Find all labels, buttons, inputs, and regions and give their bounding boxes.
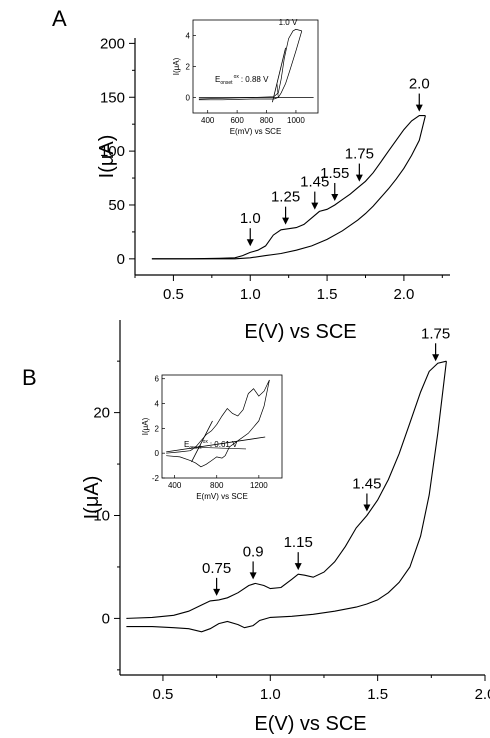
peak-arrow-head (331, 193, 339, 201)
onset-sub: onset (189, 445, 202, 451)
inset-x-axis-title: E(mV) vs SCE (196, 492, 248, 501)
peak-arrow-head (246, 239, 254, 247)
peak-label: 1.75 (421, 325, 450, 342)
inset-y-tick-label: 6 (155, 375, 160, 384)
onset-e: E (215, 75, 220, 84)
panel-label: A (52, 6, 67, 31)
inset-x-axis-title: E(mV) vs SCE (230, 127, 282, 136)
y-tick-label: 0 (102, 610, 110, 627)
peak-arrow-head (415, 104, 423, 112)
x-tick-label: 0.5 (153, 686, 174, 703)
inset-y-tick-label: 4 (155, 400, 160, 409)
inset-x-tick-label: 1000 (287, 116, 305, 125)
series-line-2 (126, 361, 447, 633)
onset-e: E (184, 440, 189, 449)
peak-arrow-head (282, 217, 290, 225)
panel-a: A 0.5 1.0 1.5 2.0 0 50 100 150 200 E(V) vs SCE I(μA… (52, 6, 450, 343)
y-tick-label: 20 (93, 405, 110, 422)
inset-x-tick-label: 600 (230, 116, 244, 125)
x-tick-label: 2.0 (393, 286, 414, 303)
x-tick-label: 2.0 (475, 686, 490, 703)
y-tick-label: 0 (117, 251, 125, 268)
peak-arrow-head (294, 563, 302, 571)
inset-y-tick-label: 0 (155, 449, 160, 458)
peak-arrow-head (213, 588, 221, 596)
peak-label: 1.75 (345, 146, 374, 163)
peak-label: 1.45 (352, 476, 381, 493)
y-tick-label: 50 (108, 197, 125, 214)
onset-leader (196, 447, 247, 450)
inset-y-tick-label: 4 (186, 32, 191, 41)
peak-arrow-head (355, 174, 363, 182)
inset-x-tick-label: 400 (201, 116, 215, 125)
peak-arrow-head (311, 202, 319, 210)
x-tick-label: 1.0 (240, 286, 261, 303)
peak-label: 0.9 (243, 543, 264, 560)
peak-label: 1.25 (271, 189, 300, 206)
inset-y-tick-label: 0 (186, 94, 191, 103)
onset-sup: ox (234, 74, 240, 80)
inset-frame (161, 374, 283, 479)
x-tick-label: 1.0 (260, 686, 281, 703)
inset-x-tick-label: 800 (210, 481, 224, 490)
onset-sub: onset (220, 80, 233, 86)
inset-tangent (191, 420, 213, 463)
series-line-1 (151, 115, 426, 260)
inset-tangent (272, 47, 286, 103)
inset-onset-label: Eonsetox: 0.61 V (184, 439, 238, 451)
panel-b: B0.51.01.52.001020E(V) vs SCEI(μA)0.750.… (22, 320, 490, 735)
onset-leader (276, 83, 279, 98)
inset-x-tick-label: 1200 (250, 481, 268, 490)
peak-label: 1.45 (300, 174, 329, 191)
peak-label: 1.0 (240, 210, 261, 227)
onset-value: : 0.88 V (241, 75, 269, 84)
x-tick-label: 0.5 (163, 286, 184, 303)
onset-sup: ox (203, 439, 209, 445)
inset-x-tick-label: 800 (260, 116, 274, 125)
inset-y-axis-title: I(μA) (141, 417, 150, 435)
peak-arrow-head (432, 354, 440, 362)
x-tick-label: 1.5 (317, 286, 338, 303)
series-line-1 (126, 360, 447, 619)
peak-label: 2.0 (409, 76, 430, 93)
x-axis-title: E(V) vs SCE (244, 321, 356, 343)
inset-curve-reverse (166, 379, 270, 468)
inset-onset-label: Eonsetox: 0.88 V (215, 74, 269, 86)
inset-y-tick-label: 2 (186, 63, 191, 72)
inset-y-tick-label: -2 (152, 474, 160, 483)
peak-label: 1.55 (320, 165, 349, 182)
inset-peak-label: 1.0 V (279, 18, 298, 27)
onset-value: : 0.61 V (210, 440, 238, 449)
y-tick-label: 10 (93, 508, 110, 525)
inset-curve-reverse (198, 30, 303, 101)
x-axis-title: E(V) vs SCE (254, 713, 366, 735)
y-tick-label: 100 (100, 143, 125, 160)
peak-label: 0.75 (202, 560, 231, 577)
inset-baseline (166, 436, 266, 453)
y-tick-label: 150 (100, 89, 125, 106)
inset: 400 800 1200 -2 0 2 4 6 E(mV) vs SCE I(μA) Eonseto… (141, 374, 283, 501)
panel-label: B (22, 365, 37, 390)
y-axis-title: I(μA) (81, 476, 103, 520)
inset: 400 600 800 1000 0 2 4 E(mV) vs SCE I(μA) 1.0 V Eo… (172, 18, 319, 136)
peak-arrow-head (363, 504, 371, 512)
series-line-2 (151, 115, 426, 260)
inset-x-tick-label: 400 (168, 481, 182, 490)
peak-arrow-head (249, 572, 257, 580)
inset-y-axis-title: I(μA) (172, 57, 181, 75)
peak-label: 1.15 (284, 534, 313, 551)
x-tick-label: 1.5 (367, 686, 388, 703)
inset-y-tick-label: 2 (155, 424, 160, 433)
y-tick-label: 200 (100, 35, 125, 52)
y-axis-title: I(μA) (96, 135, 118, 179)
